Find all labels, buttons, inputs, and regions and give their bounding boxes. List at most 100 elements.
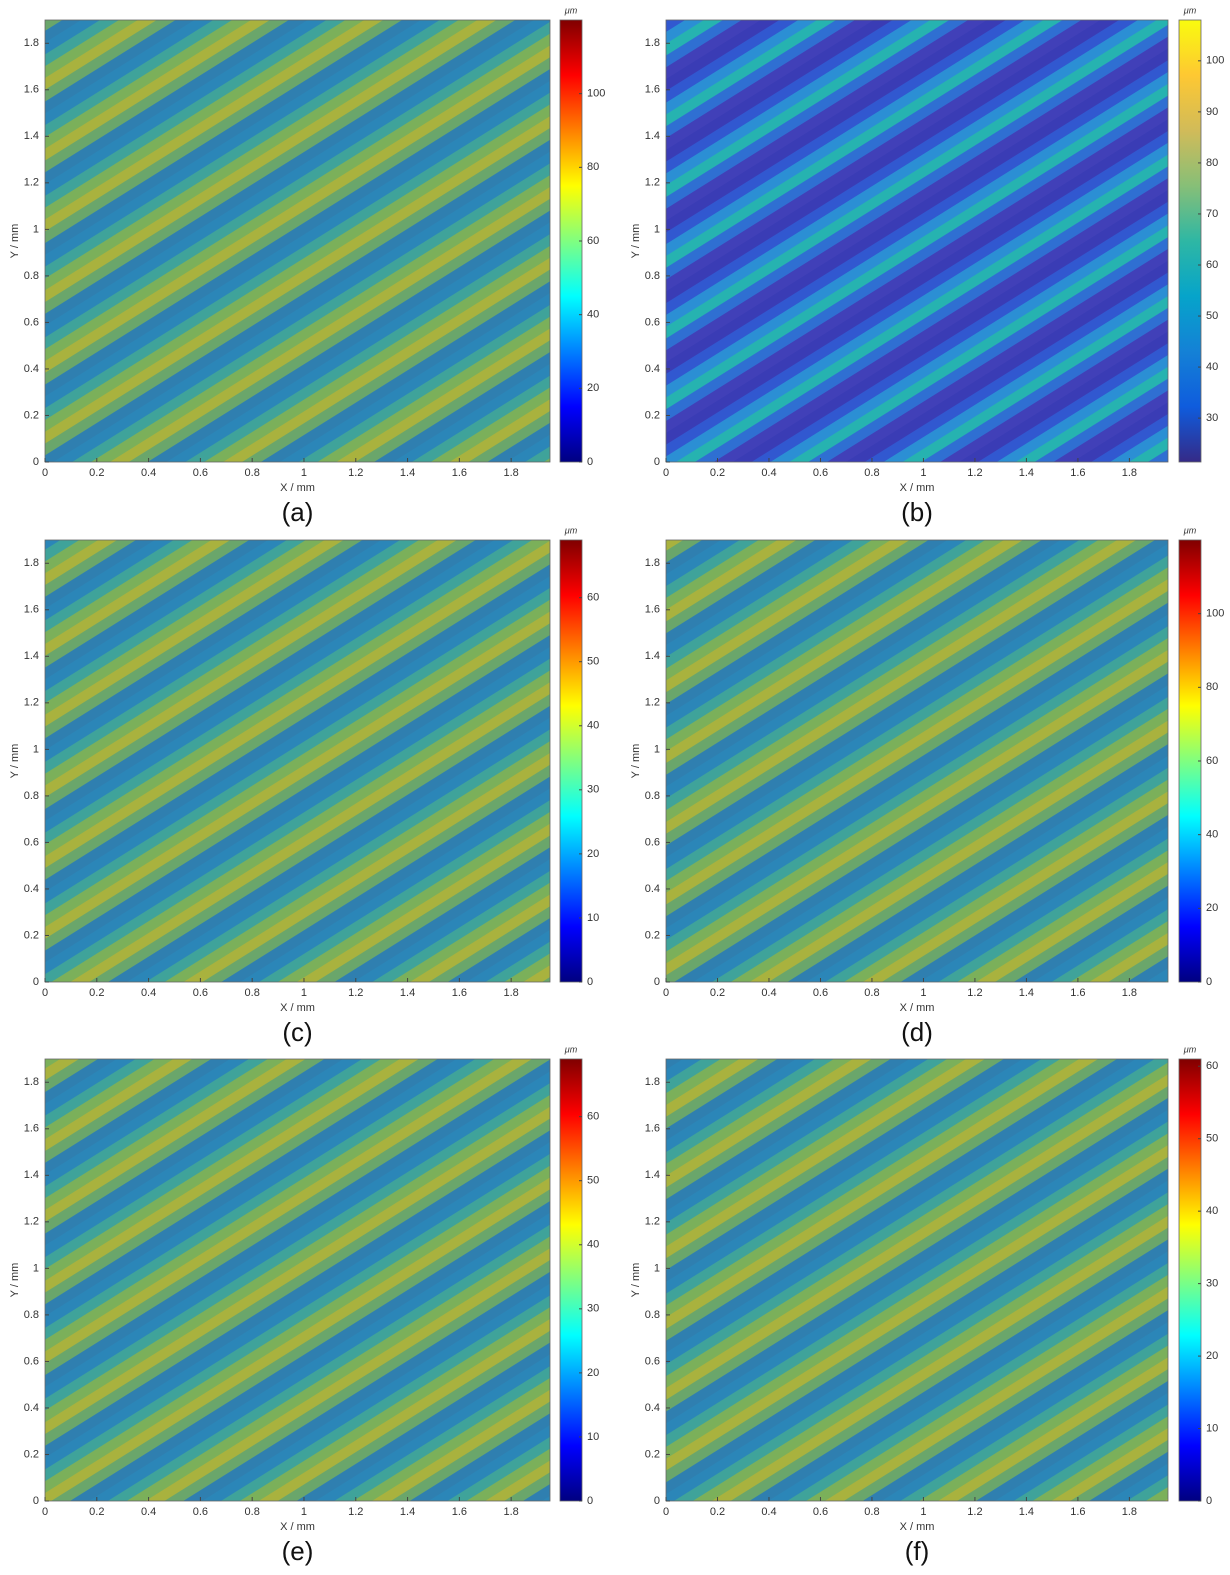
colorbar [1178,1058,1202,1502]
y-tick-label: 0.4 [24,1402,39,1414]
colorbar-tick-label: 40 [1206,829,1218,841]
colorbar-tick-label: 40 [587,720,599,732]
colorbar-label: μm [1183,525,1197,535]
colorbar-tick-label: 20 [587,1367,599,1379]
x-tick-label: 0.6 [813,1506,828,1518]
panel: 0 0.2 0.4 0.6 0.8 1 1.2 1.4 1.6 1.8 0 0.2 0.4 0.6 0.8 1… [630,5,1224,527]
y-tick-label: 0.6 [24,836,39,848]
x-tick-label: 1.2 [967,987,982,999]
x-tick-label: 1.2 [967,1506,982,1518]
y-tick-label: 0.4 [645,363,660,375]
y-axis-title: Y / mm [9,224,21,259]
colorbar-tick-label: 80 [1206,681,1218,693]
colorbar-label: μm [564,5,578,15]
y-tick-label: 0 [654,976,660,988]
panel-caption: (a) [282,497,314,527]
x-tick-label: 1.8 [504,987,519,999]
colorbar-tick-label: 0 [587,976,593,988]
x-tick-label: 0 [663,987,669,999]
y-tick-label: 1.8 [24,1076,39,1088]
panel: 0 0.2 0.4 0.6 0.8 1 1.2 1.4 1.6 1.8 0 0.2 0.4 0.6 0.8 1… [630,1044,1218,1566]
y-tick-label: 0.8 [645,790,660,802]
x-tick-label: 1.4 [1019,1506,1034,1518]
colorbar-tick-label: 90 [1206,106,1218,118]
y-tick-label: 1 [33,223,39,235]
colorbar-tick-label: 0 [587,1495,593,1507]
y-tick-label: 0.6 [645,836,660,848]
x-tick-label: 1.6 [1070,1506,1085,1518]
x-tick-label: 1 [301,467,307,479]
surface-image [45,20,550,462]
colorbar-tick-label: 20 [1206,902,1218,914]
x-tick-label: 0 [42,987,48,999]
y-tick-label: 1.4 [24,1169,39,1181]
x-tick-label: 1.8 [1122,987,1137,999]
y-axis-title: Y / mm [630,1263,642,1298]
plot-frame [665,19,1169,463]
x-tick-label: 1.2 [348,987,363,999]
colorbar-tick-label: 30 [587,1303,599,1315]
x-tick-label: 1.8 [1122,1506,1137,1518]
colorbar-label: μm [564,1044,578,1054]
y-tick-label: 0.4 [645,1402,660,1414]
x-tick-label: 0.2 [89,1506,104,1518]
y-tick-label: 1.8 [24,557,39,569]
x-tick-label: 0 [663,467,669,479]
y-tick-label: 1.8 [645,37,660,49]
y-tick-label: 1.4 [24,130,39,142]
colorbar-tick-label: 50 [587,1175,599,1187]
x-tick-label: 1.2 [348,1506,363,1518]
y-tick-label: 0.8 [24,270,39,282]
y-tick-label: 0.6 [645,316,660,328]
colorbar-label: μm [1183,1044,1197,1054]
y-tick-label: 1.2 [645,697,660,709]
x-axis-title: X / mm [280,1002,315,1014]
plot-frame [665,539,1169,983]
plot-frame [665,1058,1169,1502]
colorbar-tick-label: 50 [587,656,599,668]
colorbar-tick-label: 50 [1206,1133,1218,1145]
x-tick-label: 0.2 [710,1506,725,1518]
colorbar [559,539,583,983]
y-tick-label: 1 [654,743,660,755]
x-axis-title: X / mm [280,482,315,494]
x-tick-label: 0.2 [89,467,104,479]
y-tick-label: 0.6 [24,1355,39,1367]
x-tick-label: 1.6 [1070,467,1085,479]
colorbar-tick-label: 100 [1206,608,1224,620]
colorbar-tick-label: 20 [587,848,599,860]
surface-image [666,20,1168,462]
x-tick-label: 0 [42,467,48,479]
colorbar-tick-label: 0 [1206,1495,1212,1507]
x-tick-label: 0.8 [245,987,260,999]
x-tick-label: 1 [301,987,307,999]
colorbar-tick-label: 10 [587,912,599,924]
x-tick-label: 0.2 [710,987,725,999]
x-axis-title: X / mm [900,1521,935,1533]
y-tick-label: 0.2 [24,409,39,421]
x-tick-label: 0.4 [141,987,156,999]
y-tick-label: 1.2 [24,1216,39,1228]
y-tick-label: 1.8 [645,1076,660,1088]
y-tick-label: 0.2 [645,929,660,941]
colorbar-tick-label: 30 [1206,1278,1218,1290]
y-tick-label: 0.2 [24,1448,39,1460]
x-tick-label: 0.4 [761,1506,776,1518]
colorbar-tick-label: 60 [1206,755,1218,767]
x-tick-label: 0.6 [813,467,828,479]
y-tick-label: 1.4 [645,650,660,662]
panel: 0 0.2 0.4 0.6 0.8 1 1.2 1.4 1.6 1.8 0 0.2 0.4 0.6 0.8 1… [630,525,1224,1047]
y-axis-title: Y / mm [9,744,21,779]
y-tick-label: 0.8 [24,1309,39,1321]
colorbar-tick-label: 40 [587,1239,599,1251]
x-tick-label: 1.4 [1019,987,1034,999]
y-tick-label: 0.4 [645,883,660,895]
x-tick-label: 1.8 [1122,467,1137,479]
y-tick-label: 0 [33,456,39,468]
y-tick-label: 1.6 [24,1123,39,1135]
y-tick-label: 1.6 [24,604,39,616]
y-tick-label: 1.4 [24,650,39,662]
colorbar-label: μm [564,525,578,535]
colorbar-label: μm [1183,5,1197,15]
